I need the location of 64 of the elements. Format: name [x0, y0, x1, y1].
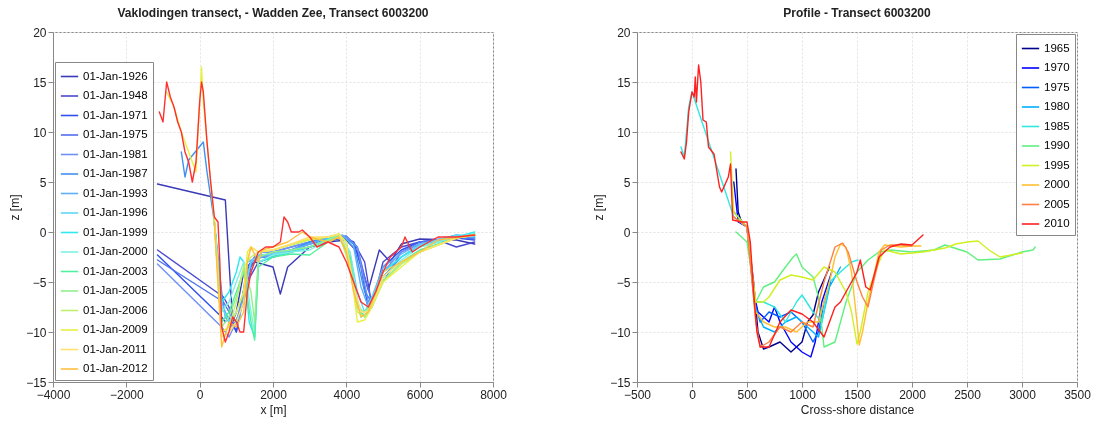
- y-tick-label: −10: [26, 325, 47, 340]
- y-tick-label: −15: [610, 375, 631, 390]
- legend-label: 01-Jan-1971: [83, 108, 148, 121]
- x-tick-label: 3500: [1064, 387, 1092, 402]
- y-tick-label: −10: [610, 325, 631, 340]
- legend-label: 01-Jan-2000: [83, 245, 148, 257]
- x-tick-label: 3000: [1009, 387, 1037, 402]
- x-tick-label: −2000: [109, 387, 145, 402]
- legend-label: 01-Jan-2003: [83, 264, 148, 277]
- x-tick-label: 500: [737, 387, 758, 402]
- legend-label: 01-Jan-2005: [83, 284, 148, 296]
- x-tick-label: 0: [689, 387, 697, 402]
- x-tick-label: −500: [623, 387, 652, 402]
- y-tick-label: 15: [33, 75, 47, 90]
- y-tick-label: 10: [33, 125, 47, 140]
- legend-label: 01-Jan-1996: [83, 206, 148, 218]
- x-tick-label: 2000: [899, 387, 927, 402]
- legend-label: 01-Jan-2006: [83, 303, 148, 316]
- x-tick-label: 1000: [789, 387, 817, 402]
- legend-label: 01-Jan-1948: [83, 89, 148, 101]
- legend-label: 01-Jan-1975: [83, 128, 148, 140]
- x-axis-title: Cross-shore distance: [800, 402, 915, 417]
- x-tick-label: 8000: [480, 387, 508, 402]
- y-tick-label: 20: [617, 25, 631, 40]
- legend-label: 2005: [1044, 197, 1070, 210]
- x-tick-label: 0: [196, 387, 204, 402]
- legend-label: 01-Jan-1981: [83, 147, 148, 160]
- y-tick-label: −5: [616, 275, 631, 290]
- y-tick-label: 20: [33, 25, 47, 40]
- legend-label: 01-Jan-1987: [83, 167, 148, 179]
- y-tick-label: 10: [617, 125, 631, 140]
- legend-label: 01-Jan-2009: [83, 323, 148, 335]
- legend-label: 1985: [1044, 119, 1070, 132]
- legend-label: 1965: [1044, 41, 1070, 54]
- chart-title: Vaklodingen transect, - Wadden Zee, Transect 6003200: [117, 6, 429, 20]
- x-tick-label: 4000: [333, 387, 361, 402]
- legend-label: 1980: [1044, 100, 1070, 112]
- legend-label: 01-Jan-1999: [83, 225, 148, 238]
- legend-label: 1975: [1044, 80, 1070, 93]
- legend-label: 01-Jan-2012: [83, 362, 148, 374]
- legend-label: 1970: [1044, 61, 1070, 73]
- chart-title: Profile - Transect 6003200: [783, 6, 932, 20]
- legend-label: 1990: [1044, 139, 1070, 151]
- legend-label: 01-Jan-1926: [83, 69, 148, 82]
- legend-label: 1995: [1044, 158, 1070, 171]
- y-axis-title: z [m]: [8, 194, 23, 221]
- x-tick-label: 2500: [954, 387, 982, 402]
- y-tick-label: 0: [623, 225, 631, 240]
- x-tick-label: 1500: [844, 387, 872, 402]
- legend-label: 01-Jan-1993: [83, 186, 148, 199]
- y-tick-label: 0: [39, 225, 47, 240]
- legend-label: 2010: [1044, 217, 1070, 229]
- x-tick-label: 6000: [406, 387, 434, 402]
- y-tick-label: −5: [32, 275, 47, 290]
- y-axis-title: z [m]: [592, 194, 607, 221]
- y-tick-label: 15: [617, 75, 631, 90]
- x-axis-title: x [m]: [260, 402, 287, 417]
- x-tick-label: 2000: [260, 387, 288, 402]
- y-tick-label: 5: [39, 175, 47, 190]
- legend-label: 2000: [1044, 178, 1070, 190]
- x-tick-label: −4000: [36, 387, 71, 402]
- y-tick-label: 5: [623, 175, 631, 190]
- legend-label: 01-Jan-2011: [83, 342, 147, 355]
- y-tick-label: −15: [26, 375, 47, 390]
